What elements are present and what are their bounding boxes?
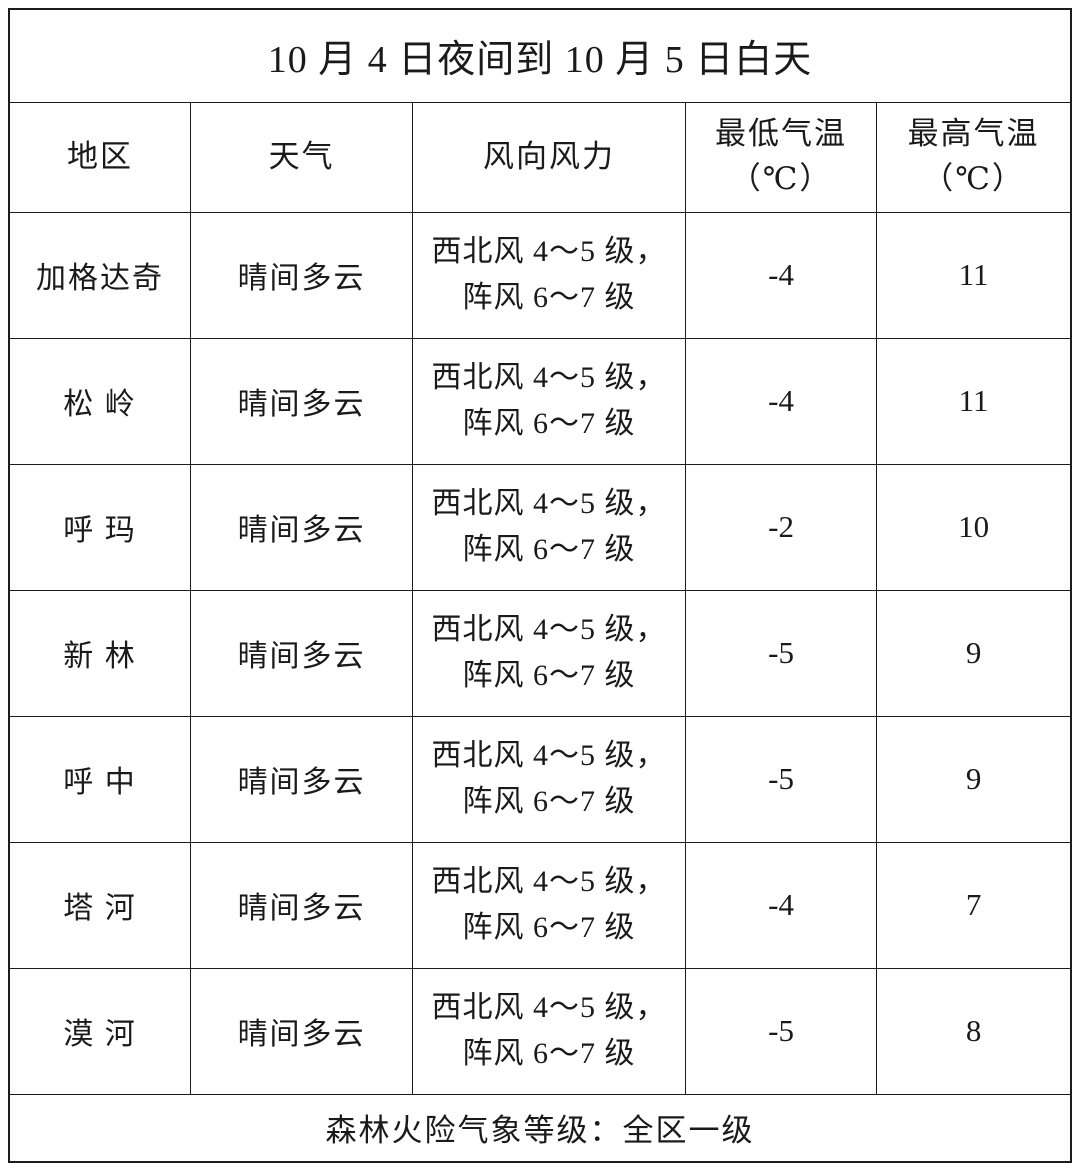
min-temp-cell: -4: [684, 211, 878, 339]
weather-cell: 晴间多云: [190, 337, 414, 465]
column-header-region: 地区: [8, 101, 192, 213]
max-temp-cell: 8: [876, 967, 1072, 1095]
weather-cell: 晴间多云: [190, 967, 414, 1095]
column-header-min-temp: 最低气温 （℃）: [684, 101, 878, 213]
forecast-table: 10 月 4 日夜间到 10 月 5 日白天 地区 天气 风向风力 最低气温 （…: [8, 8, 1072, 1163]
region-cell: 松 岭: [8, 337, 192, 465]
region-cell: 呼 中: [8, 715, 192, 843]
wind-cell: 西北风 4～5 级， 阵风 6～7 级: [412, 463, 686, 591]
weather-cell: 晴间多云: [190, 463, 414, 591]
max-temp-cell: 10: [876, 463, 1072, 591]
weather-cell: 晴间多云: [190, 841, 414, 969]
max-temp-cell: 7: [876, 841, 1072, 969]
wind-cell: 西北风 4～5 级， 阵风 6～7 级: [412, 715, 686, 843]
footer-row: 森林火险气象等级：全区一级: [8, 1093, 1072, 1163]
forecast-page: 10 月 4 日夜间到 10 月 5 日白天 地区 天气 风向风力 最低气温 （…: [8, 8, 1072, 1163]
region-cell: 漠 河: [8, 967, 192, 1095]
min-temp-cell: -2: [684, 463, 878, 591]
wind-cell: 西北风 4～5 级， 阵风 6～7 级: [412, 967, 686, 1095]
max-temp-cell: 9: [876, 589, 1072, 717]
column-header-wind: 风向风力: [412, 101, 686, 213]
wind-cell: 西北风 4～5 级， 阵风 6～7 级: [412, 211, 686, 339]
column-header-max-temp: 最高气温 （℃）: [876, 101, 1072, 213]
wind-cell: 西北风 4～5 级， 阵风 6～7 级: [412, 337, 686, 465]
max-temp-cell: 11: [876, 211, 1072, 339]
min-temp-cell: -5: [684, 967, 878, 1095]
wind-cell: 西北风 4～5 级， 阵风 6～7 级: [412, 589, 686, 717]
max-temp-cell: 9: [876, 715, 1072, 843]
table-row: 加格达奇 晴间多云 西北风 4～5 级， 阵风 6～7 级 -4 11: [8, 211, 1072, 339]
header-row: 地区 天气 风向风力 最低气温 （℃） 最高气温 （℃）: [8, 101, 1072, 213]
fire-risk-note: 森林火险气象等级：全区一级: [8, 1093, 1072, 1163]
weather-cell: 晴间多云: [190, 211, 414, 339]
weather-cell: 晴间多云: [190, 589, 414, 717]
region-cell: 呼 玛: [8, 463, 192, 591]
table-row: 新 林 晴间多云 西北风 4～5 级， 阵风 6～7 级 -5 9: [8, 589, 1072, 717]
table-row: 呼 中 晴间多云 西北风 4～5 级， 阵风 6～7 级 -5 9: [8, 715, 1072, 843]
min-temp-cell: -5: [684, 589, 878, 717]
region-cell: 加格达奇: [8, 211, 192, 339]
wind-cell: 西北风 4～5 级， 阵风 6～7 级: [412, 841, 686, 969]
table-title: 10 月 4 日夜间到 10 月 5 日白天: [8, 8, 1072, 103]
table-row: 呼 玛 晴间多云 西北风 4～5 级， 阵风 6～7 级 -2 10: [8, 463, 1072, 591]
region-cell: 新 林: [8, 589, 192, 717]
column-header-weather: 天气: [190, 101, 414, 213]
max-temp-cell: 11: [876, 337, 1072, 465]
table-row: 松 岭 晴间多云 西北风 4～5 级， 阵风 6～7 级 -4 11: [8, 337, 1072, 465]
table-row: 漠 河 晴间多云 西北风 4～5 级， 阵风 6～7 级 -5 8: [8, 967, 1072, 1095]
region-cell: 塔 河: [8, 841, 192, 969]
min-temp-cell: -4: [684, 337, 878, 465]
min-temp-cell: -4: [684, 841, 878, 969]
min-temp-cell: -5: [684, 715, 878, 843]
table-row: 塔 河 晴间多云 西北风 4～5 级， 阵风 6～7 级 -4 7: [8, 841, 1072, 969]
title-row: 10 月 4 日夜间到 10 月 5 日白天: [8, 8, 1072, 103]
weather-cell: 晴间多云: [190, 715, 414, 843]
